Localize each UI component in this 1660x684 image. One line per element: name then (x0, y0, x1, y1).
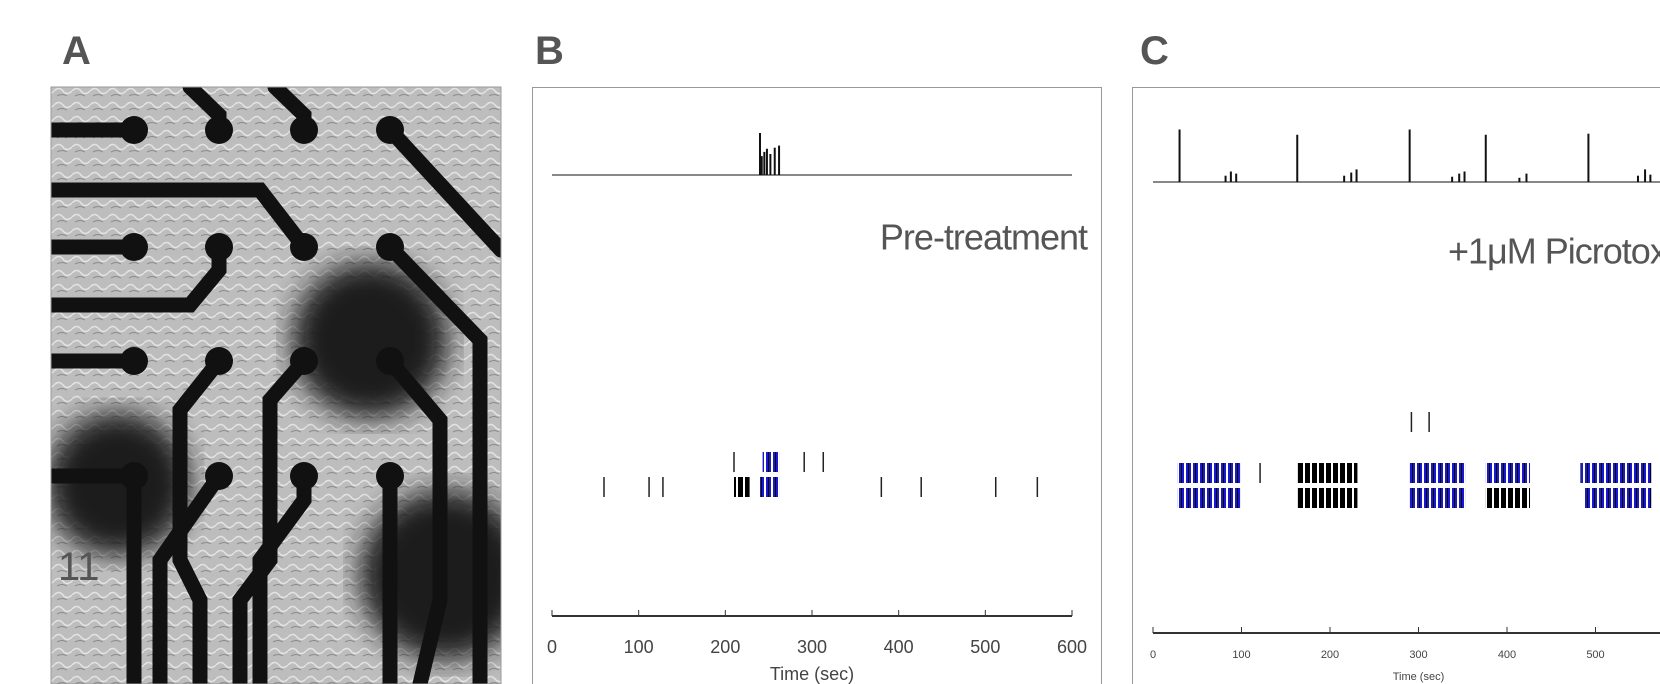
x-tick-label: 500 (1586, 649, 1604, 661)
burst-stripes (1297, 463, 1358, 483)
x-axis-label: Time (sec) (1393, 671, 1445, 683)
burst-stripes (762, 452, 780, 472)
panel-frame (532, 87, 1102, 684)
burst-stripes (1485, 463, 1531, 483)
burst-stripes (1583, 488, 1652, 508)
x-tick-label: 600 (1057, 637, 1087, 657)
burst-stripes (1485, 488, 1531, 508)
x-tick-label: 300 (797, 637, 827, 657)
burst-stripes (1409, 488, 1466, 508)
x-tick-label: 400 (1498, 649, 1516, 661)
x-tick-label: 100 (1232, 649, 1250, 661)
electrode-label: 11 (58, 545, 100, 589)
annotation: +1μM Picrotox (1448, 231, 1660, 272)
panel-label: A (62, 29, 91, 73)
burst-stripes (1177, 488, 1241, 508)
x-tick-label: 0 (1150, 649, 1156, 661)
x-tick-label: 400 (884, 637, 914, 657)
annotation: Pre-treatment (880, 217, 1088, 258)
x-axis-label: Time (sec) (770, 664, 854, 684)
x-tick-label: 100 (624, 637, 654, 657)
burst-stripes (734, 477, 750, 497)
x-tick-label: 200 (710, 637, 740, 657)
burst-stripes (1409, 463, 1466, 483)
x-tick-label: 200 (1321, 649, 1339, 661)
panel-label: B (535, 29, 564, 73)
x-tick-label: 0 (547, 637, 557, 657)
burst-stripes (760, 477, 780, 497)
electrode-image: 11 (51, 87, 501, 684)
burst-stripes (1297, 488, 1358, 508)
x-tick-label: 500 (970, 637, 1000, 657)
panel-frame (1132, 87, 1660, 684)
panel-label: C (1140, 29, 1169, 73)
raster-plot: 0 100 200 300 400 500 600 Time (sec) (547, 133, 1087, 684)
burst-stripes (1177, 463, 1241, 483)
x-tick-label: 300 (1409, 649, 1427, 661)
burst-stripes (1580, 463, 1652, 483)
panel-frame (50, 86, 502, 684)
